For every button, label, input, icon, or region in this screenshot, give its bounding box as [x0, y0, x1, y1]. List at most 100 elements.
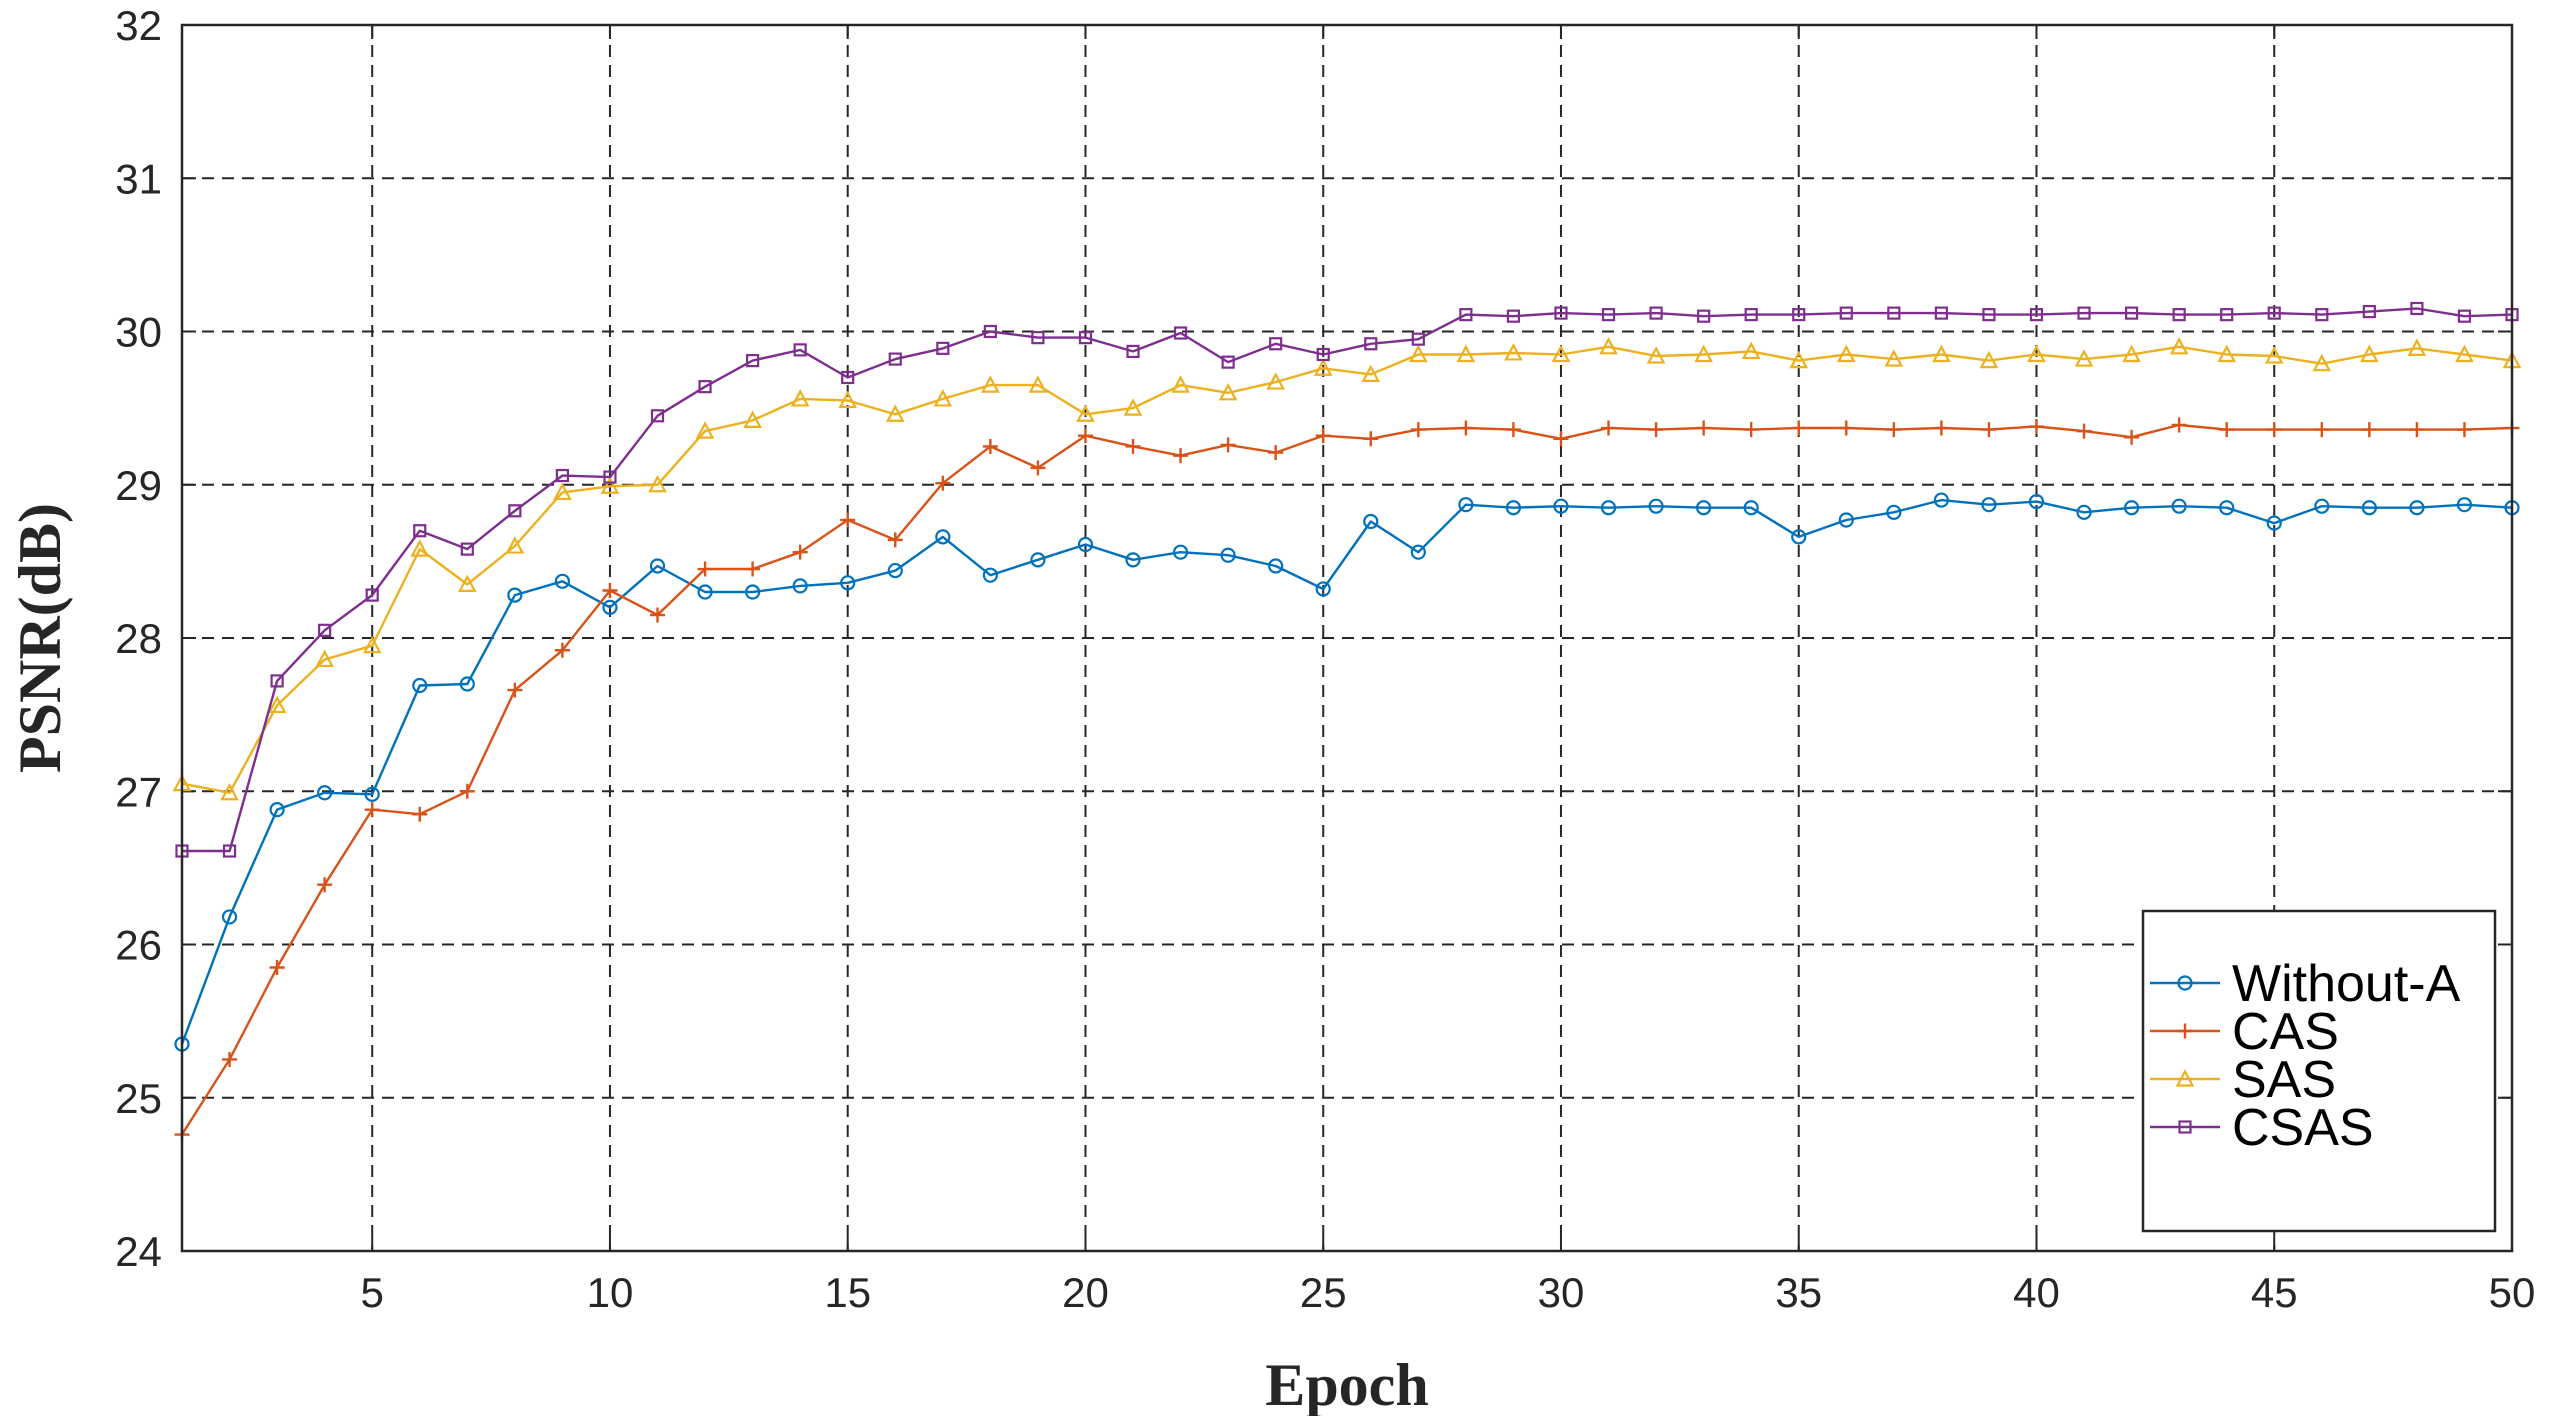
data-point — [1838, 512, 1854, 528]
data-point — [1646, 346, 1666, 364]
data-point — [792, 544, 808, 560]
y-tick-label: 28 — [115, 615, 162, 662]
series-cas — [174, 417, 2520, 1143]
y-tick-label: 32 — [115, 2, 162, 49]
x-axis-title: Epoch — [1265, 1352, 1428, 1416]
y-tick-label: 26 — [115, 922, 162, 969]
data-point — [2124, 306, 2139, 320]
data-point — [840, 512, 856, 528]
data-point — [2171, 498, 2187, 514]
series-line — [180, 498, 2513, 1045]
data-point — [2455, 344, 2474, 363]
data-point — [1981, 422, 1997, 438]
data-point — [1313, 358, 1333, 376]
data-point — [457, 574, 477, 592]
data-point — [269, 802, 285, 818]
x-tick-label: 50 — [2489, 1269, 2536, 1316]
data-point — [1932, 344, 1951, 363]
data-point — [2360, 344, 2379, 363]
data-point — [600, 476, 620, 494]
legend-marker — [2177, 975, 2193, 991]
data-point — [602, 582, 618, 598]
data-point — [1599, 336, 1618, 355]
data-point — [317, 785, 333, 801]
legend-item: SAS — [2150, 1051, 2336, 1109]
data-point — [1648, 498, 1664, 514]
data-point — [460, 542, 474, 556]
legend-item: Without-A — [2150, 955, 2461, 1013]
data-point — [743, 410, 762, 428]
data-point — [269, 959, 285, 975]
data-point — [602, 599, 618, 615]
data-point — [2267, 306, 2281, 320]
y-tick-label: 24 — [115, 1228, 162, 1275]
data-point — [1361, 364, 1381, 383]
y-tick-label: 27 — [115, 768, 162, 815]
data-point — [2456, 497, 2473, 513]
data-point — [1028, 375, 1048, 393]
data-point — [1458, 420, 1474, 436]
data-point — [1933, 420, 1949, 436]
data-point — [2219, 422, 2235, 438]
data-point — [1173, 326, 1188, 340]
data-point — [2361, 422, 2377, 438]
data-point — [1220, 437, 1236, 453]
data-point — [1838, 420, 1854, 436]
data-point — [364, 802, 380, 818]
data-point — [698, 380, 712, 394]
x-tick-label: 30 — [1538, 1269, 1585, 1316]
data-point — [1792, 308, 1806, 322]
data-point — [2456, 422, 2472, 438]
data-point — [2123, 500, 2140, 516]
plot-frame — [180, 23, 2514, 1253]
data-point — [1031, 331, 1045, 345]
data-point — [1553, 498, 1569, 514]
data-point — [1884, 349, 1904, 367]
data-point — [1886, 422, 1902, 438]
data-point — [745, 561, 761, 577]
data-point — [983, 324, 997, 339]
data-point — [1030, 460, 1046, 476]
data-point — [1125, 552, 1141, 568]
data-point — [1553, 431, 1569, 447]
data-point — [1554, 306, 1568, 320]
data-point — [507, 682, 523, 698]
data-point — [1791, 529, 1807, 545]
data-point — [2172, 308, 2186, 322]
data-point — [2409, 500, 2425, 516]
data-point — [648, 474, 667, 493]
legend-item: CSAS — [2150, 1099, 2374, 1157]
data-point — [2314, 422, 2330, 438]
data-point — [981, 375, 1000, 393]
data-point — [1649, 306, 1663, 320]
data-point — [1171, 375, 1190, 393]
legend-label: CSAS — [2232, 1099, 2374, 1157]
y-tick-label: 29 — [115, 462, 162, 509]
data-point — [792, 578, 808, 594]
data-point — [413, 524, 427, 538]
data-point — [887, 562, 903, 579]
data-point — [1077, 536, 1094, 553]
data-point — [888, 352, 902, 366]
x-tick-label: 15 — [824, 1269, 871, 1316]
data-point — [412, 677, 428, 694]
data-point — [1172, 544, 1189, 560]
data-point — [220, 782, 239, 801]
data-point — [2076, 423, 2092, 439]
data-point — [840, 575, 856, 591]
legend-label: Without-A — [2232, 955, 2461, 1013]
data-point — [2077, 306, 2091, 320]
data-point — [1981, 497, 1997, 513]
data-point — [2122, 344, 2141, 363]
data-point — [1077, 428, 1093, 444]
series-line — [180, 423, 2513, 1136]
data-point — [790, 389, 810, 407]
data-point — [650, 409, 665, 423]
legend-marker — [2178, 1120, 2192, 1134]
data-point — [1458, 497, 1474, 513]
series-csas — [175, 301, 2519, 858]
data-point — [318, 623, 332, 637]
data-point — [1836, 344, 1856, 363]
data-point — [1505, 500, 1522, 516]
y-tick-label: 30 — [115, 309, 162, 356]
